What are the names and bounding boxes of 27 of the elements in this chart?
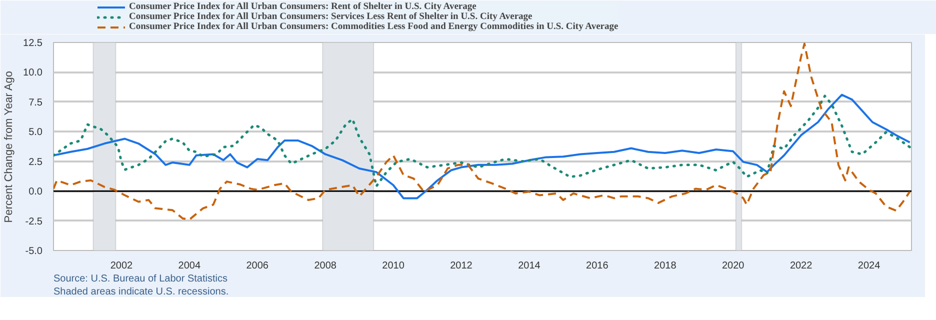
x-tick-label: 2002 [110, 260, 134, 272]
y-tick-label: 10.0 [23, 68, 43, 79]
x-tick-label: 2008 [314, 260, 337, 272]
y-tick-label: -2.5 [25, 216, 43, 228]
legend-label: Consumer Price Index for All Urban Consumers: Commodities Less Food and Energy Commodities in U.S. City Average [129, 22, 618, 32]
x-tick-label: 2010 [382, 260, 405, 272]
x-tick-label: 2022 [790, 260, 813, 272]
y-tick-label: 5.0 [28, 127, 43, 138]
x-tick-label: 2020 [722, 260, 745, 272]
x-tick-label: 2004 [178, 260, 201, 272]
legend-label: Consumer Price Index for All Urban Consumers: Rent of Shelter in U.S. City Average [129, 2, 476, 12]
x-tick-label: 2018 [654, 260, 677, 272]
source-note: Source: U.S. Bureau of Labor Statistics [54, 274, 228, 284]
x-tick-label: 2006 [246, 260, 269, 272]
x-tick-label: 2024 [858, 260, 881, 272]
x-tick-label: 2016 [586, 260, 609, 272]
y-tick-label: 7.5 [28, 97, 43, 108]
x-tick-label: 2012 [450, 260, 473, 272]
y-tick-label: 12.5 [23, 38, 43, 49]
y-axis-title: Percent Change from Year Ago [3, 71, 16, 223]
legend-label: Consumer Price Index for All Urban Consumers: Services Less Rent of Shelter in U.S. City Average [129, 12, 532, 22]
text: Shaded areas indicate U.S. recessions. [54, 286, 229, 298]
y-tick-label: -5.0 [25, 246, 43, 257]
line-series [54, 42, 911, 221]
x-tick-label: 2014 [518, 260, 541, 272]
y-tick-label: 2.5 [28, 156, 43, 168]
y-tick-label: 0.0 [28, 186, 43, 198]
